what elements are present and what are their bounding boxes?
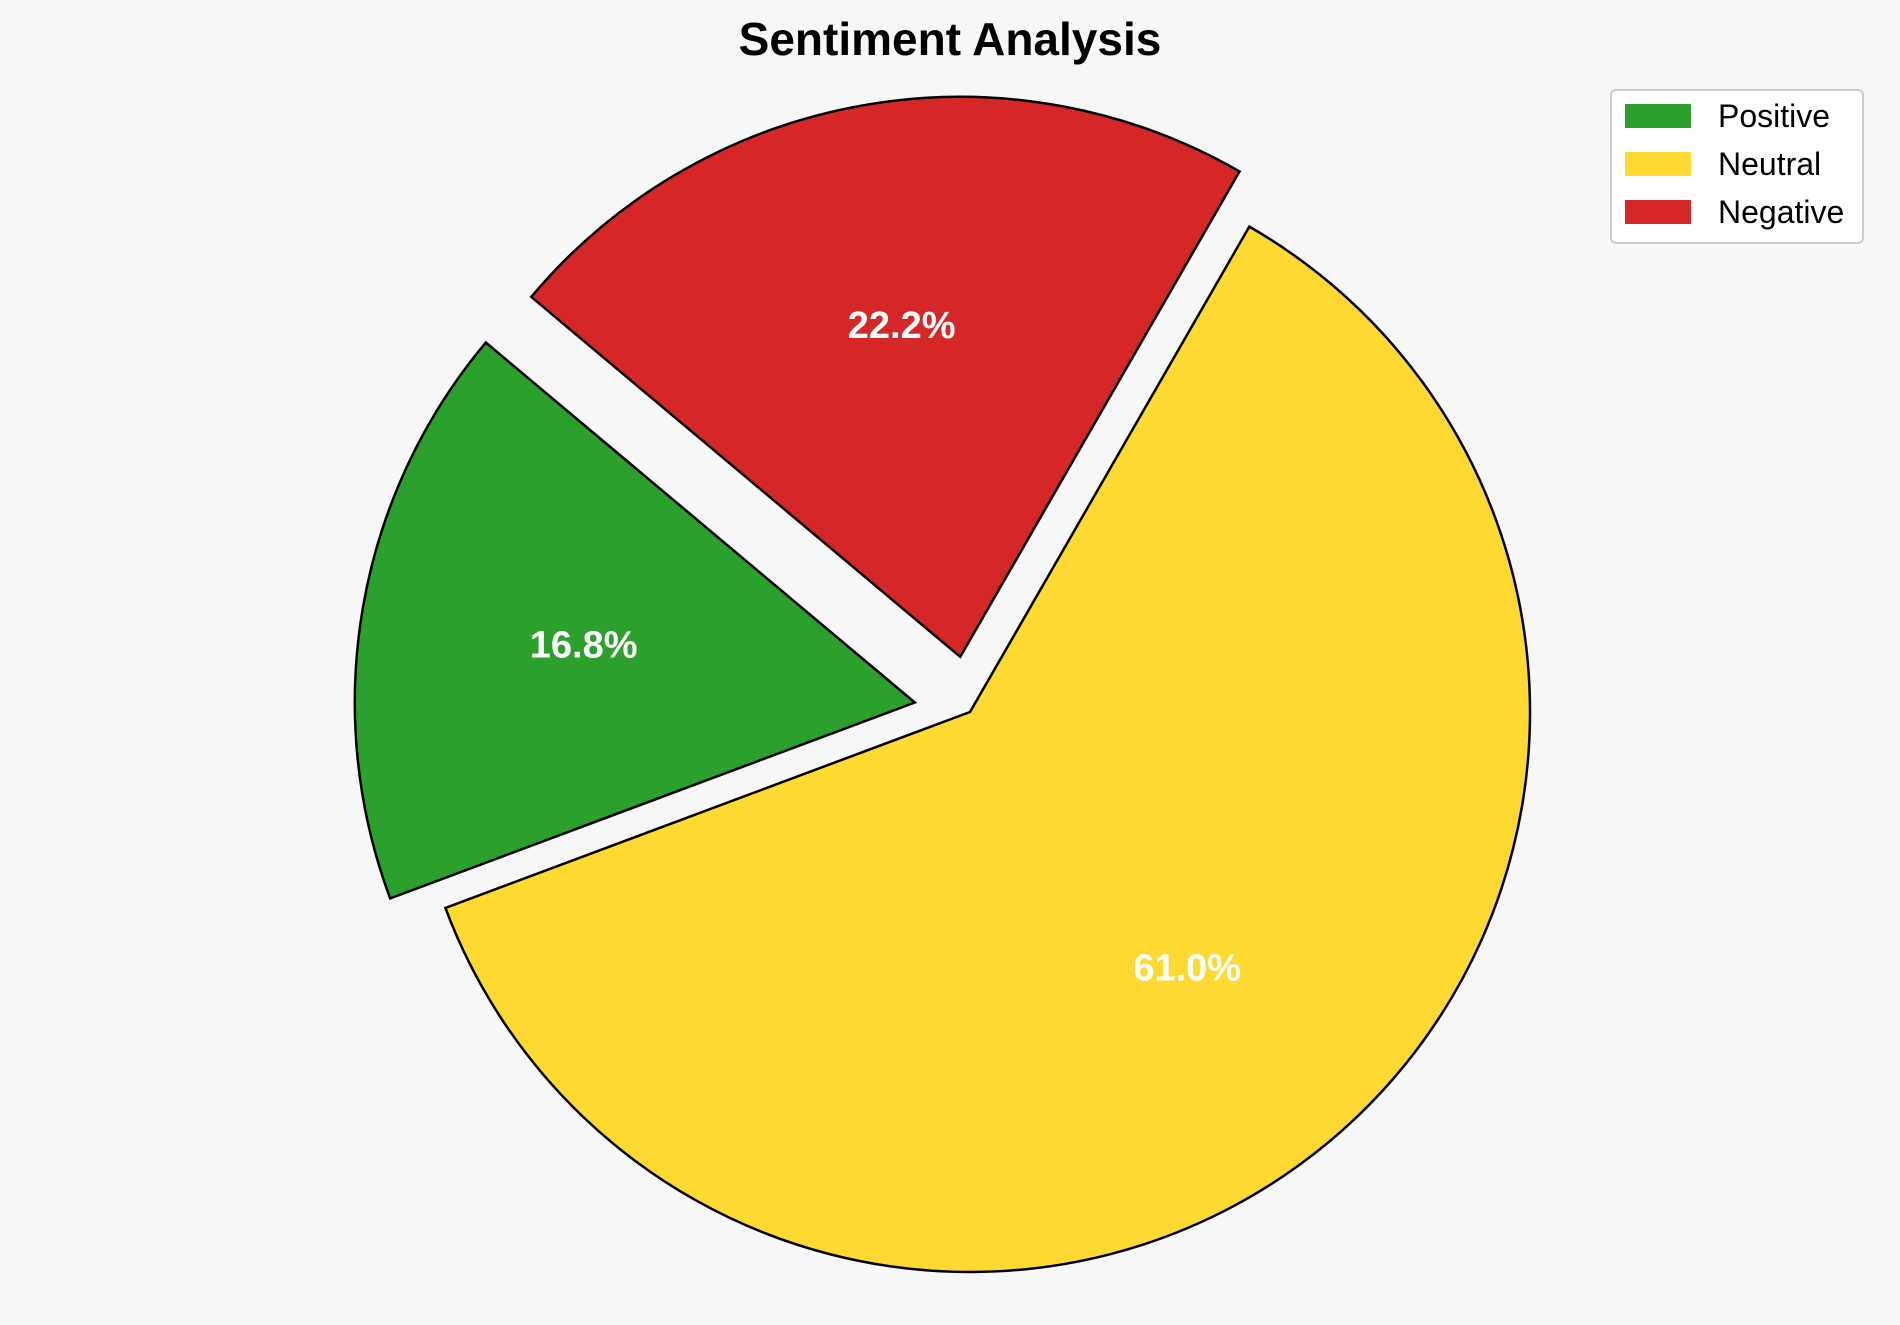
- legend-swatch-negative: [1625, 200, 1691, 224]
- legend-label-positive: Positive: [1718, 98, 1830, 134]
- pie-slice-neutral: [443, 224, 1532, 1274]
- legend-label-neutral: Neutral: [1718, 146, 1821, 182]
- slices-layer: [353, 95, 1532, 1274]
- legend: Positive Neutral Negative: [1610, 89, 1864, 244]
- slice-label-positive: 16.8%: [530, 625, 638, 667]
- chart-title: Sentiment Analysis: [739, 13, 1162, 65]
- pie-slice-positive: [353, 340, 918, 901]
- pie-slice-negative: [529, 95, 1242, 659]
- labels-layer: 16.8% 61.0% 22.2%: [530, 305, 1241, 989]
- legend-label-negative: Negative: [1718, 194, 1844, 230]
- slice-label-negative: 22.2%: [848, 305, 956, 347]
- slice-label-neutral: 61.0%: [1133, 947, 1241, 989]
- legend-swatch-neutral: [1625, 152, 1691, 176]
- legend-swatch-positive: [1625, 104, 1691, 128]
